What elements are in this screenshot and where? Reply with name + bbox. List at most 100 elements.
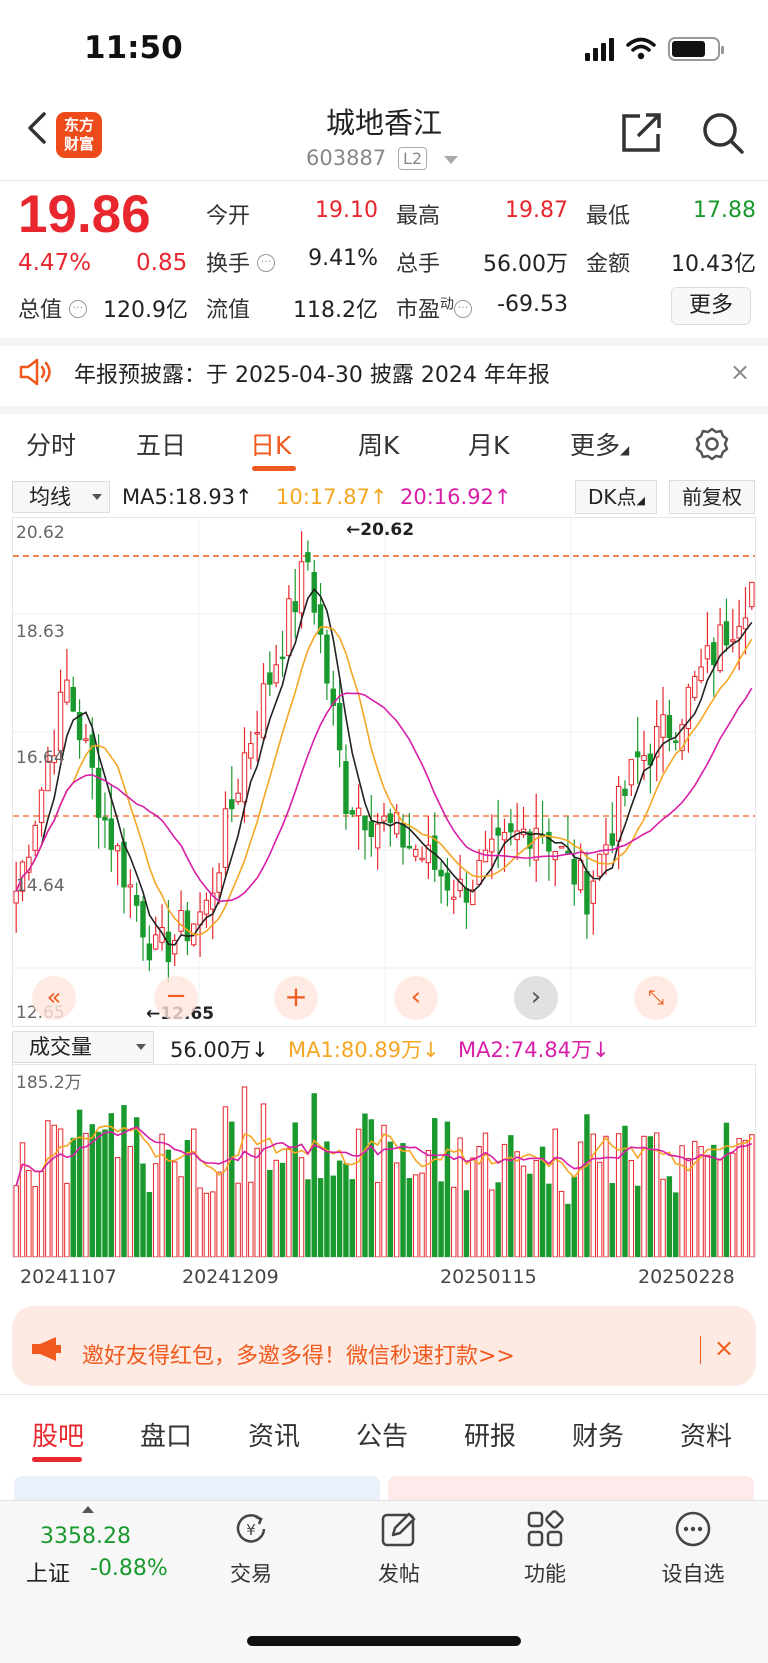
content-card[interactable] bbox=[388, 1476, 754, 1500]
search-icon[interactable] bbox=[700, 110, 746, 156]
megaphone-icon bbox=[32, 1337, 61, 1361]
edit-icon bbox=[381, 1512, 416, 1547]
index-change[interactable]: -0.88% bbox=[90, 1556, 168, 1581]
speaker-icon bbox=[19, 358, 51, 386]
candle-body bbox=[565, 850, 571, 854]
max-price-mark: ←20.62 bbox=[346, 520, 415, 540]
candle-body bbox=[406, 845, 413, 849]
dk-point-button[interactable]: DK点◢ bbox=[575, 480, 657, 514]
volume-bar bbox=[286, 1147, 292, 1258]
back-icon[interactable] bbox=[18, 108, 58, 148]
tab-research[interactable]: 研报 bbox=[464, 1422, 517, 1452]
nav-trade[interactable]: ¥ 交易 bbox=[196, 1508, 306, 1588]
candle-body bbox=[730, 639, 736, 642]
volume-bar bbox=[412, 1174, 419, 1258]
candle-body bbox=[355, 807, 362, 817]
nav-post[interactable]: 发帖 bbox=[344, 1508, 454, 1588]
scroll-left-icon[interactable]: ‹ bbox=[394, 976, 438, 1020]
tab-news[interactable]: 资讯 bbox=[248, 1422, 301, 1452]
adjust-button[interactable]: 前复权 bbox=[669, 480, 755, 514]
pe-value: -69.53 bbox=[497, 292, 568, 317]
volume-bar bbox=[64, 1182, 70, 1258]
invite-banner[interactable] bbox=[12, 1306, 756, 1386]
candle-body bbox=[463, 888, 470, 903]
nav-add-watchlist[interactable]: 设自选 bbox=[638, 1508, 748, 1588]
current-price: 19.86 bbox=[18, 185, 151, 244]
candle-body bbox=[229, 799, 235, 810]
candle-body bbox=[546, 831, 552, 852]
volume-bar bbox=[114, 1157, 121, 1258]
banner-text[interactable]: 邀好友得红包，多邀多得！微信秒速打款>> bbox=[82, 1344, 515, 1369]
volume-indicator-select[interactable]: 成交量 bbox=[12, 1031, 154, 1063]
tab-five-day[interactable]: 五日 bbox=[136, 431, 187, 460]
volume-bar bbox=[191, 1128, 197, 1258]
tab-more[interactable]: 更多◢ bbox=[570, 431, 630, 460]
tab-monthly-k[interactable]: 月K bbox=[468, 431, 510, 460]
more-button[interactable]: 更多 bbox=[671, 287, 751, 325]
notice-text[interactable]: 年报预披露：于 2025-04-30 披露 2024 年年报 bbox=[74, 363, 550, 388]
candle-body bbox=[336, 702, 343, 751]
chevron-up-icon[interactable] bbox=[82, 1506, 94, 1513]
zoom-out-icon[interactable]: − bbox=[154, 976, 198, 1020]
kline-chart[interactable] bbox=[12, 517, 756, 1027]
volume-bar bbox=[362, 1113, 368, 1258]
ma-indicator-select[interactable]: 均线 bbox=[12, 481, 110, 513]
volume-bar bbox=[571, 1176, 577, 1258]
volume-canvas bbox=[13, 1086, 755, 1258]
share-icon[interactable] bbox=[618, 110, 664, 156]
candle-body bbox=[279, 656, 286, 660]
zoom-in-icon[interactable]: + bbox=[274, 976, 318, 1020]
candle-body bbox=[330, 688, 336, 707]
tab-guba[interactable]: 股吧 bbox=[32, 1422, 85, 1452]
candle-body bbox=[381, 815, 387, 822]
tab-weekly-k[interactable]: 周K bbox=[358, 431, 400, 460]
level2-badge[interactable]: L2 bbox=[398, 147, 428, 170]
tab-daily-k[interactable]: 日K bbox=[250, 431, 292, 460]
fullscreen-icon[interactable]: ⤡ bbox=[634, 976, 678, 1020]
tab-announcements[interactable]: 公告 bbox=[356, 1422, 409, 1452]
volume-bar bbox=[495, 1182, 501, 1258]
volume-bar bbox=[463, 1190, 470, 1258]
candle-body bbox=[51, 755, 57, 764]
stock-code[interactable]: 603887 bbox=[306, 146, 387, 170]
candle-body bbox=[368, 821, 375, 838]
index-value[interactable]: 3358.28 bbox=[40, 1524, 131, 1549]
candle-body bbox=[711, 642, 717, 666]
chevron-down-icon[interactable] bbox=[444, 156, 458, 164]
candle-body bbox=[685, 686, 692, 729]
close-icon[interactable]: × bbox=[714, 1334, 735, 1362]
tab-finance[interactable]: 财务 bbox=[572, 1422, 625, 1452]
volume-chart[interactable] bbox=[12, 1064, 756, 1258]
volume-bar bbox=[444, 1121, 451, 1258]
candle-body bbox=[32, 824, 38, 851]
volume-bar bbox=[108, 1113, 115, 1258]
tab-profile[interactable]: 资料 bbox=[680, 1422, 733, 1452]
candle-body bbox=[653, 725, 660, 758]
info-icon: ··· bbox=[257, 254, 276, 272]
index-name[interactable]: 上证 bbox=[26, 1562, 71, 1587]
volume-bar bbox=[400, 1143, 406, 1258]
scroll-left-fast-icon[interactable]: « bbox=[32, 976, 76, 1020]
date-label: 20250115 bbox=[440, 1266, 537, 1288]
candle-body bbox=[83, 738, 89, 741]
scroll-right-icon[interactable]: › bbox=[514, 976, 558, 1020]
volume-bar bbox=[393, 1162, 400, 1258]
candle-body bbox=[76, 712, 83, 741]
volume-bar bbox=[152, 1163, 159, 1258]
volume-bar bbox=[432, 1118, 438, 1258]
candle-body bbox=[108, 818, 115, 850]
volume-max-label: 185.2万 bbox=[16, 1073, 82, 1093]
content-card[interactable] bbox=[14, 1476, 380, 1500]
volume-ma-line bbox=[15, 1126, 753, 1186]
nav-functions[interactable]: 功能 bbox=[490, 1508, 600, 1588]
close-icon[interactable]: × bbox=[730, 358, 751, 386]
volume-bar bbox=[133, 1117, 140, 1258]
volume-bar bbox=[241, 1086, 248, 1258]
volume-bar bbox=[603, 1135, 609, 1258]
tab-intraday[interactable]: 分时 bbox=[26, 431, 77, 460]
tab-pankou[interactable]: 盘口 bbox=[140, 1422, 193, 1452]
gear-icon[interactable] bbox=[694, 426, 730, 462]
volume-bar bbox=[596, 1161, 603, 1258]
candle-body bbox=[634, 751, 641, 758]
volume-bar bbox=[419, 1172, 425, 1258]
